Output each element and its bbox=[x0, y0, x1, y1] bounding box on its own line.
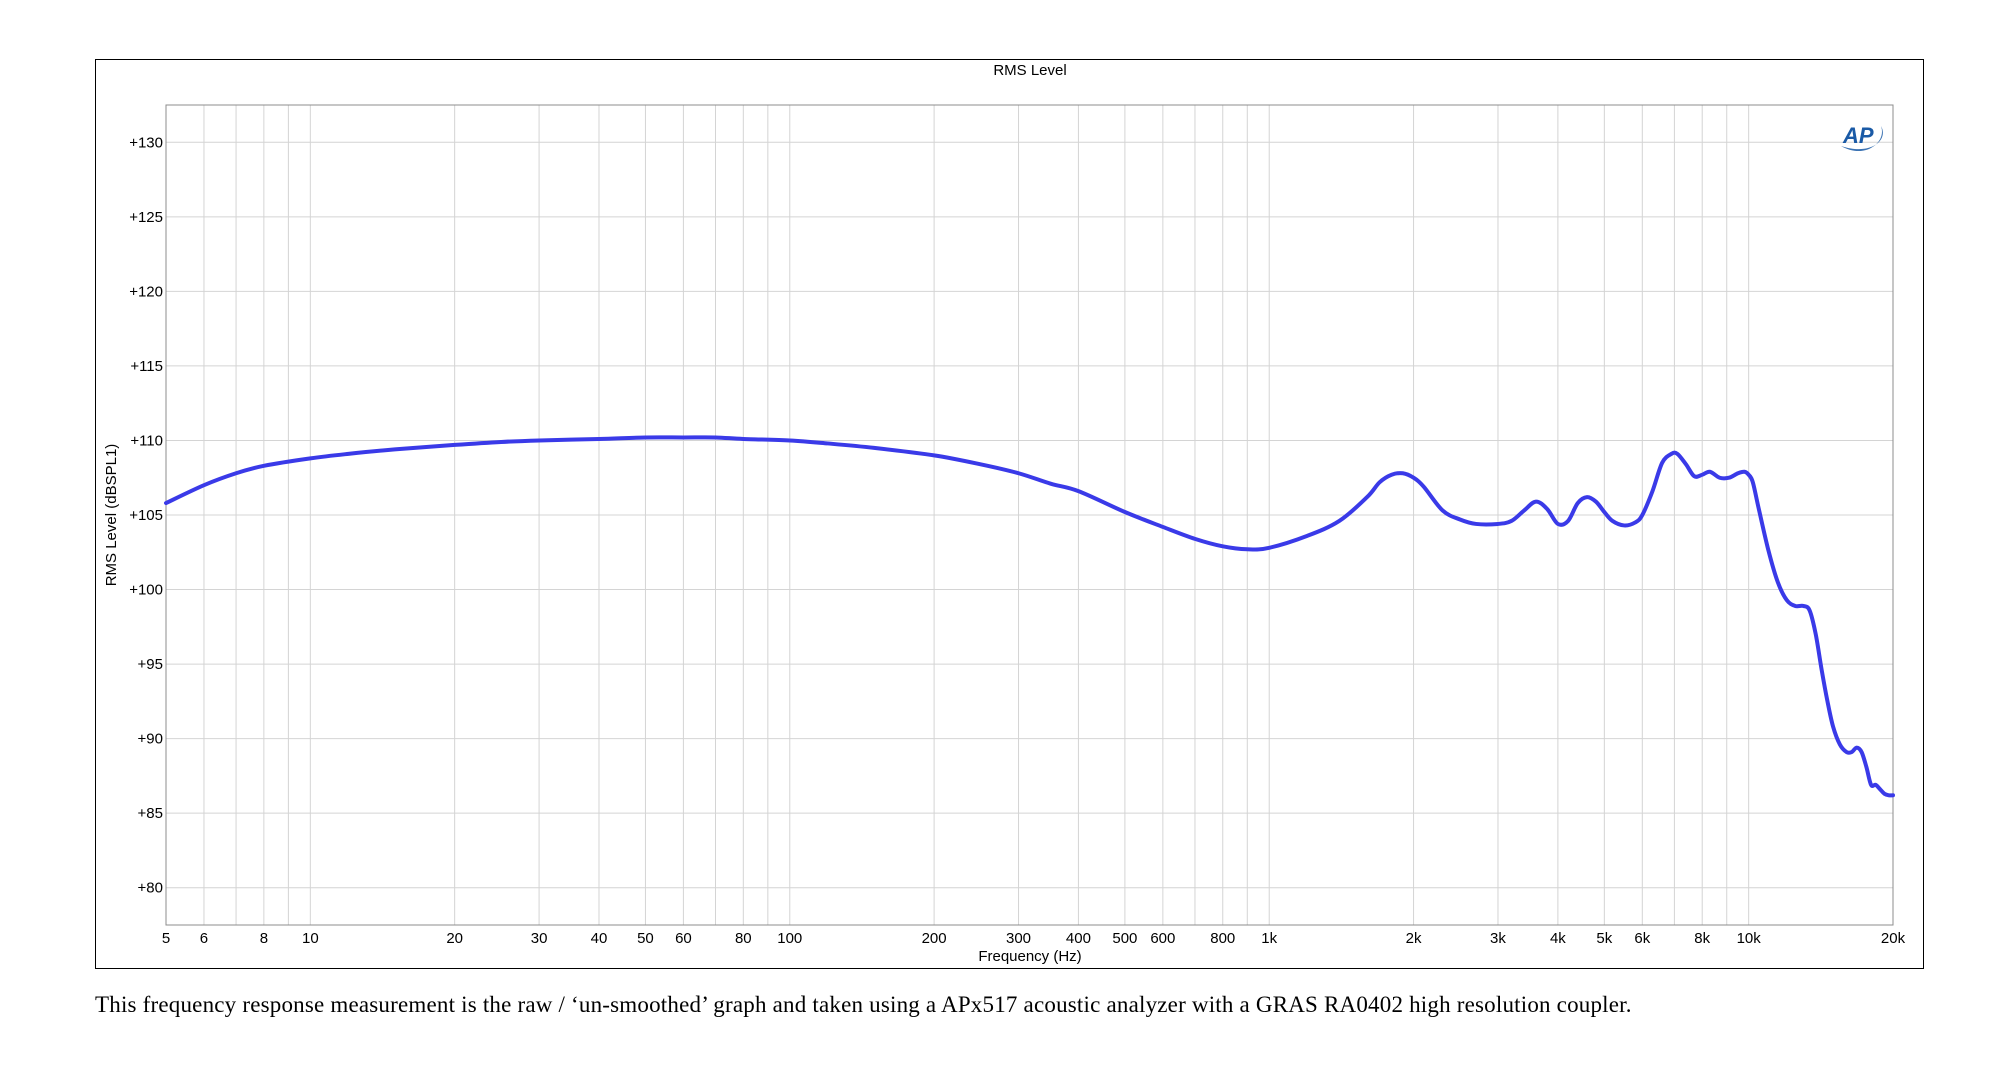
chart-title: RMS Level bbox=[993, 62, 1066, 79]
x-tick-label: 1k bbox=[1261, 930, 1277, 947]
x-tick-label: 5 bbox=[162, 930, 170, 947]
x-tick-label: 60 bbox=[675, 930, 692, 947]
x-tick-label: 80 bbox=[735, 930, 752, 947]
x-tick-label: 400 bbox=[1066, 930, 1091, 947]
x-tick-label: 800 bbox=[1210, 930, 1235, 947]
y-tick-label: +85 bbox=[138, 805, 163, 822]
x-axis-ticks: 5 6 8 10 20 30 40 50 60 80 100 200 300 400 500 600 800 1k… bbox=[162, 930, 1906, 947]
y-tick-label: +90 bbox=[138, 731, 163, 748]
x-tick-label: 500 bbox=[1112, 930, 1137, 947]
y-tick-label: +120 bbox=[129, 283, 163, 300]
x-tick-label: 40 bbox=[591, 930, 608, 947]
x-tick-label: 20k bbox=[1881, 930, 1906, 947]
x-tick-label: 5k bbox=[1596, 930, 1612, 947]
y-tick-label: +110 bbox=[130, 432, 163, 449]
ap-logo-icon: AP bbox=[1841, 123, 1883, 152]
x-tick-label: 200 bbox=[922, 930, 947, 947]
x-tick-label: 600 bbox=[1150, 930, 1175, 947]
x-tick-label: 10 bbox=[302, 930, 319, 947]
x-tick-label: 2k bbox=[1406, 930, 1422, 947]
x-tick-label: 8 bbox=[260, 930, 268, 947]
x-tick-label: 4k bbox=[1550, 930, 1566, 947]
y-tick-label: +115 bbox=[130, 358, 163, 375]
x-tick-label: 20 bbox=[446, 930, 463, 947]
x-tick-label: 100 bbox=[777, 930, 802, 947]
plot-area bbox=[165, 104, 1894, 926]
y-tick-label: +100 bbox=[129, 582, 163, 599]
frequency-response-chart: RMS Level 5 6 8 10 20 30 40 50 60 80 100 200 300 400 5… bbox=[103, 62, 1906, 965]
x-tick-label: 6 bbox=[200, 930, 208, 947]
figure-caption: This frequency response measurement is t… bbox=[95, 992, 1632, 1017]
y-tick-label: +80 bbox=[138, 880, 163, 897]
x-tick-label: 3k bbox=[1490, 930, 1506, 947]
chart-frame: RMS Level 5 6 8 10 20 30 40 50 60 80 100 200 300 400 5… bbox=[95, 59, 1924, 969]
y-tick-label: +125 bbox=[129, 209, 163, 226]
series-line-0 bbox=[164, 435, 1895, 798]
x-axis-title: Frequency (Hz) bbox=[978, 948, 1081, 965]
ap-logo-text: AP bbox=[1842, 123, 1874, 148]
x-tick-label: 50 bbox=[637, 930, 654, 947]
x-tick-label: 300 bbox=[1006, 930, 1031, 947]
x-tick-label: 8k bbox=[1694, 930, 1710, 947]
grid bbox=[165, 105, 1894, 925]
x-tick-label: 30 bbox=[531, 930, 548, 947]
x-tick-label: 6k bbox=[1634, 930, 1650, 947]
series-layer bbox=[164, 435, 1895, 798]
y-tick-label: +95 bbox=[138, 656, 163, 673]
x-tick-label: 10k bbox=[1737, 930, 1762, 947]
y-tick-label: +105 bbox=[129, 507, 163, 524]
y-axis-ticks: +80 +85 +90 +95 +100 +105 +110 +115 +120 +125 +130 bbox=[129, 134, 163, 896]
y-axis-title: RMS Level (dBSPL1) bbox=[103, 444, 120, 587]
y-tick-label: +130 bbox=[129, 134, 163, 151]
